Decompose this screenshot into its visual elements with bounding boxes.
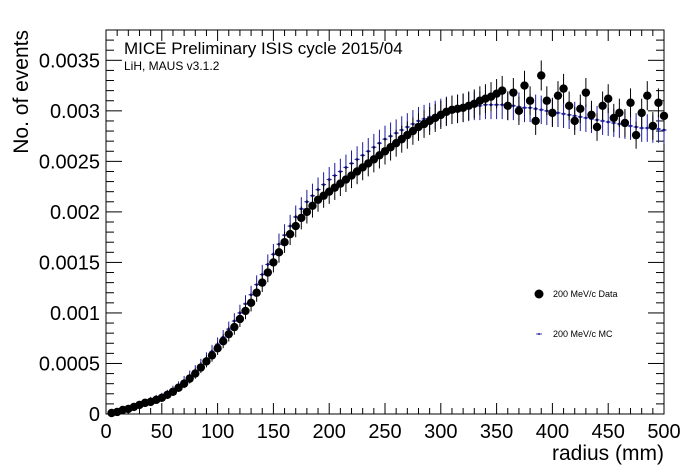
- data-point: [548, 108, 557, 118]
- mc-point: [640, 126, 644, 130]
- data-point: [509, 88, 518, 97]
- x-axis-title: radius (mm): [552, 442, 664, 465]
- data-point: [537, 71, 546, 80]
- mc-point: [556, 111, 560, 115]
- data-point: [503, 101, 512, 110]
- mc-point: [601, 119, 605, 123]
- x-tick-label: 50: [151, 421, 173, 443]
- series-mc: [109, 90, 667, 417]
- data-point: [207, 351, 217, 360]
- axis-ticks: 0 50 100 150 200 250 300 350 400 450 500 0 0.0005 0.0…: [39, 29, 681, 443]
- data-point: [241, 306, 250, 316]
- mc-point: [562, 112, 565, 116]
- chart-title: MICE Preliminary ISIS cycle 2015/04: [124, 39, 403, 58]
- data-point: [191, 369, 200, 378]
- data-point: [202, 357, 211, 366]
- legend-marker-data: [534, 289, 544, 299]
- data-point: [520, 81, 529, 90]
- y-tick-label: 0.003: [50, 101, 100, 123]
- data-point: [274, 248, 284, 257]
- y-tick-label: 0.0025: [39, 151, 100, 173]
- mc-point: [662, 128, 666, 132]
- data-point: [531, 116, 540, 126]
- data-point: [576, 104, 585, 114]
- data-point: [643, 91, 652, 100]
- x-tick-label: 200: [313, 421, 346, 443]
- data-point: [246, 298, 256, 308]
- mc-point: [629, 124, 632, 128]
- data-point: [263, 268, 273, 277]
- data-point: [587, 110, 596, 120]
- x-tick-label: 450: [592, 421, 625, 443]
- mc-point: [645, 126, 649, 130]
- x-tick-label: 250: [368, 421, 401, 443]
- data-point: [258, 278, 267, 287]
- y-tick-label: 0.0015: [39, 252, 100, 274]
- data-point: [581, 88, 591, 97]
- data-point: [659, 111, 669, 121]
- data-point: [230, 322, 239, 332]
- series-data: [107, 60, 669, 418]
- data-point: [308, 201, 317, 211]
- data-point: [269, 258, 278, 267]
- data-point: [631, 130, 641, 140]
- x-tick-label: 500: [647, 421, 680, 443]
- data-point: [291, 221, 300, 231]
- y-tick-label: 0.0035: [39, 50, 100, 72]
- mc-point: [584, 116, 588, 120]
- chart-subtitle: LiH, MAUS v3.1.2: [124, 59, 220, 73]
- data-point: [604, 94, 613, 103]
- data-point: [654, 98, 663, 107]
- y-tick-label: 0: [89, 404, 100, 426]
- data-point: [542, 96, 552, 105]
- data-point: [626, 98, 635, 107]
- y-tick-label: 0.0005: [39, 353, 100, 375]
- data-point: [637, 108, 646, 118]
- data-point: [196, 363, 206, 372]
- x-tick-label: 150: [257, 421, 290, 443]
- legend-label-mc: 200 MeV/c MC: [553, 329, 613, 339]
- legend: 200 MeV/c Data 200 MeV/c MC: [534, 289, 618, 339]
- data-point: [559, 84, 568, 93]
- data-point: [297, 213, 306, 223]
- data-point: [609, 113, 618, 123]
- data-point: [280, 238, 289, 247]
- data-point: [620, 118, 630, 128]
- data-point: [553, 91, 563, 100]
- data-point: [285, 229, 295, 239]
- data-point: [302, 207, 312, 217]
- data-point: [514, 106, 524, 116]
- data-point: [252, 288, 261, 297]
- data-point: [179, 379, 189, 388]
- mc-point: [657, 127, 660, 131]
- legend-marker-mc: [538, 333, 540, 335]
- data-point: [648, 121, 658, 131]
- data-point: [224, 329, 233, 339]
- data-point: [213, 344, 222, 353]
- data-point: [598, 101, 607, 110]
- x-tick-label: 400: [536, 421, 569, 443]
- data-point: [185, 374, 194, 383]
- x-tick-label: 100: [201, 421, 234, 443]
- y-axis-title: No. of events: [10, 30, 33, 154]
- x-tick-label: 300: [424, 421, 457, 443]
- data-point: [218, 337, 228, 346]
- mc-point: [523, 106, 526, 110]
- data-point: [525, 96, 535, 105]
- mc-point: [539, 108, 543, 112]
- data-point: [235, 314, 245, 324]
- data-point: [570, 116, 579, 126]
- mc-point: [606, 120, 610, 124]
- data-point: [564, 101, 574, 110]
- data-point: [615, 108, 624, 118]
- x-tick-label: 0: [100, 421, 111, 443]
- y-tick-label: 0.002: [50, 202, 100, 224]
- y-tick-label: 0.001: [50, 303, 100, 325]
- data-point: [592, 122, 602, 132]
- x-tick-label: 350: [480, 421, 513, 443]
- data-point: [497, 86, 507, 95]
- legend-label-data: 200 MeV/c Data: [553, 289, 618, 299]
- plot-frame: [105, 29, 665, 415]
